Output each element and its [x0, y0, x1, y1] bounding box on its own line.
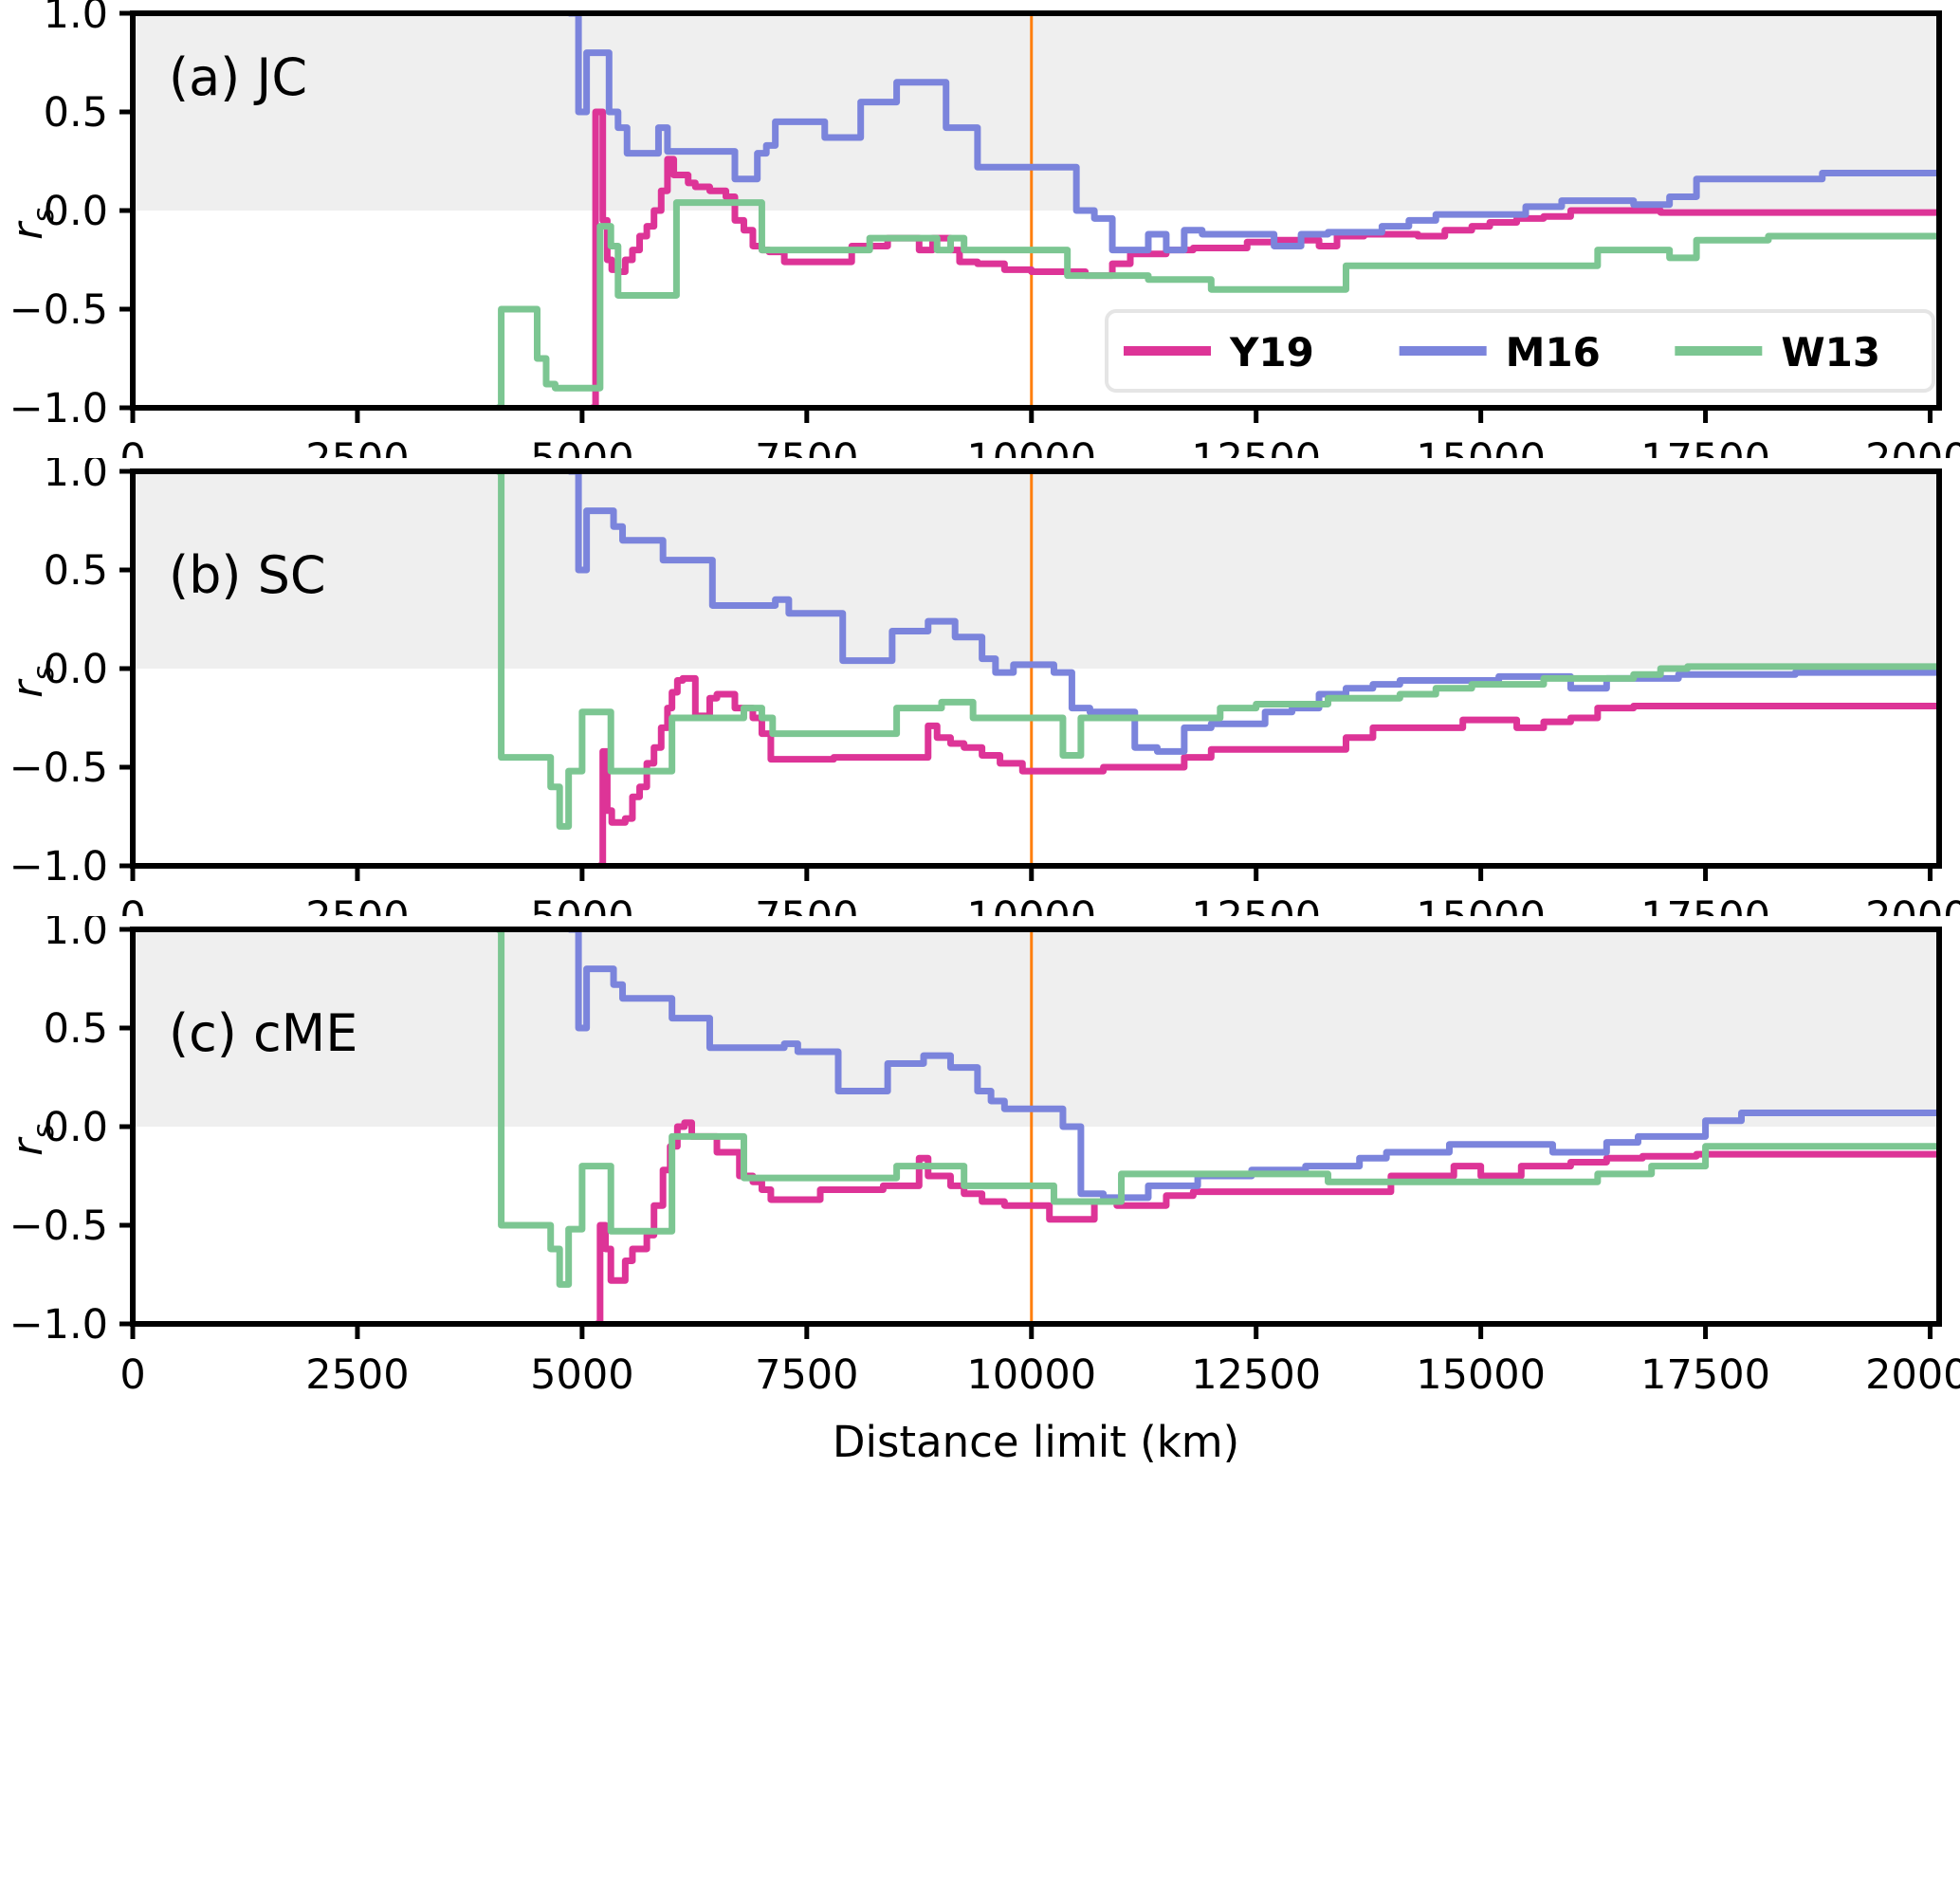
panel-label-b: (b) SC [169, 545, 326, 605]
chart-panel-a: −1.0 −0.5 0.0 0.5 1.0 0 2500 5000 7500 10000 12500… [0, 0, 1960, 458]
x-tick-label: 12500 [1191, 1351, 1321, 1399]
series-group [496, 471, 1939, 866]
series-line-m16 [568, 13, 1939, 254]
x-tick-label: 5000 [530, 435, 633, 458]
y-tick-label: 0.0 [44, 1104, 108, 1151]
plot-area-b: −1.0 −0.5 0.0 0.5 1.0 0 2500 5000 7500 10000 12500… [4, 458, 1960, 916]
x-tick-label: 0 [119, 435, 145, 458]
x-tick-label: 7500 [755, 435, 858, 458]
x-tick-label: 12500 [1191, 893, 1321, 916]
series-line-y19 [595, 1119, 1939, 1324]
y-tick-label: 1.0 [44, 458, 108, 496]
x-tick-label: 10000 [966, 1351, 1096, 1399]
series-line-m16 [568, 929, 1939, 1202]
plot-area-a: −1.0 −0.5 0.0 0.5 1.0 0 2500 5000 7500 10000 12500… [4, 0, 1960, 458]
x-tick-label: 15000 [1416, 435, 1546, 458]
x-tick-label: 0 [119, 1351, 145, 1399]
series-line-w13 [496, 199, 1939, 408]
chart-panel-b: −1.0 −0.5 0.0 0.5 1.0 0 2500 5000 7500 10000 12500… [0, 458, 1960, 916]
positive-shaded-band [133, 471, 1939, 669]
legend: Y19 M16 W13 [1105, 309, 1935, 393]
y-tick-label: −1.0 [9, 1301, 108, 1349]
legend-label-y19: Y19 [1229, 329, 1314, 376]
x-tick-label: 5000 [530, 893, 633, 916]
x-tick-label: 2500 [305, 1351, 409, 1399]
y-tick-label: 0.0 [44, 188, 108, 235]
x-tick-label: 2500 [305, 435, 409, 458]
series-line-m16 [568, 471, 1939, 755]
y-tick-label: −0.5 [9, 1203, 108, 1250]
x-tick-label: 20000 [1865, 435, 1960, 458]
x-tick-label: 10000 [966, 435, 1096, 458]
panel-label-a: (a) JC [169, 47, 307, 107]
y-axis-title: rs [4, 208, 61, 240]
y-tick-label: −0.5 [9, 744, 108, 792]
y-tick-label: 0.5 [44, 547, 108, 595]
x-tick-label: 20000 [1865, 1351, 1960, 1399]
y-tick-label: −1.0 [9, 843, 108, 890]
y-axis-title: rs [4, 1124, 61, 1156]
x-tick-label: 17500 [1640, 435, 1770, 458]
y-tick-label: −0.5 [9, 286, 108, 334]
series-line-w13 [496, 929, 1939, 1288]
x-tick-label: 17500 [1640, 1351, 1770, 1399]
legend-label-m16: M16 [1506, 329, 1601, 376]
x-tick-label: 5000 [530, 1351, 633, 1399]
series-group [496, 929, 1939, 1324]
y-axis-title: rs [4, 666, 61, 698]
x-tick-label: 12500 [1191, 435, 1321, 458]
x-tick-label: 17500 [1640, 893, 1770, 916]
panel-label-c: (c) cME [169, 1003, 357, 1063]
plot-area-c: −1.0 −0.5 0.0 0.5 1.0 0 2500 5000 7500 10000 12500… [4, 916, 1960, 1467]
y-tick-label: 0.0 [44, 646, 108, 693]
x-tick-label: 7500 [755, 893, 858, 916]
series-line-w13 [496, 471, 1939, 830]
x-tick-label: 7500 [755, 1351, 858, 1399]
x-tick-label: 15000 [1416, 893, 1546, 916]
x-tick-label: 15000 [1416, 1351, 1546, 1399]
chart-panel-c: −1.0 −0.5 0.0 0.5 1.0 0 2500 5000 7500 10000 12500… [0, 916, 1960, 1891]
y-tick-label: 0.5 [44, 89, 108, 137]
x-tick-label: 0 [119, 893, 145, 916]
x-tick-label: 20000 [1865, 893, 1960, 916]
x-tick-label: 10000 [966, 893, 1096, 916]
series-group [496, 13, 1939, 408]
y-tick-label: 1.0 [44, 916, 108, 954]
x-axis-title: Distance limit (km) [833, 1417, 1239, 1467]
y-tick-label: 1.0 [44, 0, 108, 38]
y-tick-label: −1.0 [9, 385, 108, 432]
series-line-y19 [597, 674, 1939, 866]
positive-shaded-band [133, 929, 1939, 1127]
positive-shaded-band [133, 13, 1939, 211]
legend-label-w13: W13 [1781, 329, 1880, 376]
x-tick-label: 2500 [305, 893, 409, 916]
y-tick-label: 0.5 [44, 1005, 108, 1053]
